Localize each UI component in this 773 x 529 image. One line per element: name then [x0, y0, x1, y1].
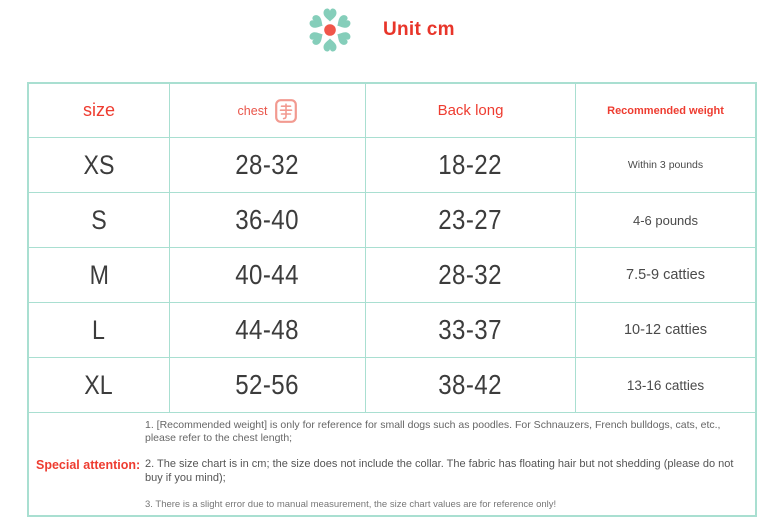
column-header-size: size [29, 84, 170, 138]
table-row-chest-value: 44-48 [170, 303, 366, 358]
special-attention-section: Special attention: 1. [Recommended weigh… [29, 413, 755, 517]
table-row-weight-value: 4-6 pounds [576, 193, 755, 248]
size-xl: XL [84, 369, 114, 400]
table-row-size-value: L [29, 303, 170, 358]
table-row-size-value: XL [29, 358, 170, 413]
size-chart-grid: size chest Back long Recommended weight … [29, 84, 755, 413]
table-row-back-value: 18-22 [366, 138, 576, 193]
table-row-chest-value: 40-44 [170, 248, 366, 303]
size-chart-table: size chest Back long Recommended weight … [27, 82, 757, 517]
column-header-chest: chest [170, 84, 366, 138]
table-row-weight-value: 7.5-9 catties [576, 248, 755, 303]
special-attention-label: Special attention: [36, 458, 141, 472]
size-l: L [92, 314, 106, 345]
size-s: S [91, 204, 107, 235]
table-row-back-value: 23-27 [366, 193, 576, 248]
table-row-size-value: XS [29, 138, 170, 193]
note-item: 1. [Recommended weight] is only for refe… [145, 419, 721, 445]
page-header: Unit cm [304, 2, 455, 58]
table-row-back-value: 28-32 [366, 248, 576, 303]
table-row-chest-value: 52-56 [170, 358, 366, 413]
table-row-weight-value: Within 3 pounds [576, 138, 755, 193]
column-header-recommended-weight: Recommended weight [576, 84, 755, 138]
unit-label: Unit cm [383, 19, 455, 40]
table-row-back-value: 33-37 [366, 303, 576, 358]
chest-header-label: chest [237, 103, 268, 118]
flower-icon [309, 8, 351, 52]
chinese-stamp-icon [275, 98, 298, 123]
table-row-size-value: M [29, 248, 170, 303]
note-item: 2. The size chart is in cm; the size doe… [145, 458, 734, 485]
size-m: M [89, 259, 109, 290]
table-row-back-value: 38-42 [366, 358, 576, 413]
size-xs: XS [83, 149, 115, 180]
notes-list: 1. [Recommended weight] is only for refe… [145, 413, 755, 517]
note-item: 3. There is a slight error due to manual… [145, 498, 557, 510]
table-row-weight-value: 13-16 catties [576, 358, 755, 413]
table-row-weight-value: 10-12 catties [576, 303, 755, 358]
column-header-back-long: Back long [366, 84, 576, 138]
table-row-chest-value: 28-32 [170, 138, 366, 193]
table-row-chest-value: 36-40 [170, 193, 366, 248]
table-row-size-value: S [29, 193, 170, 248]
